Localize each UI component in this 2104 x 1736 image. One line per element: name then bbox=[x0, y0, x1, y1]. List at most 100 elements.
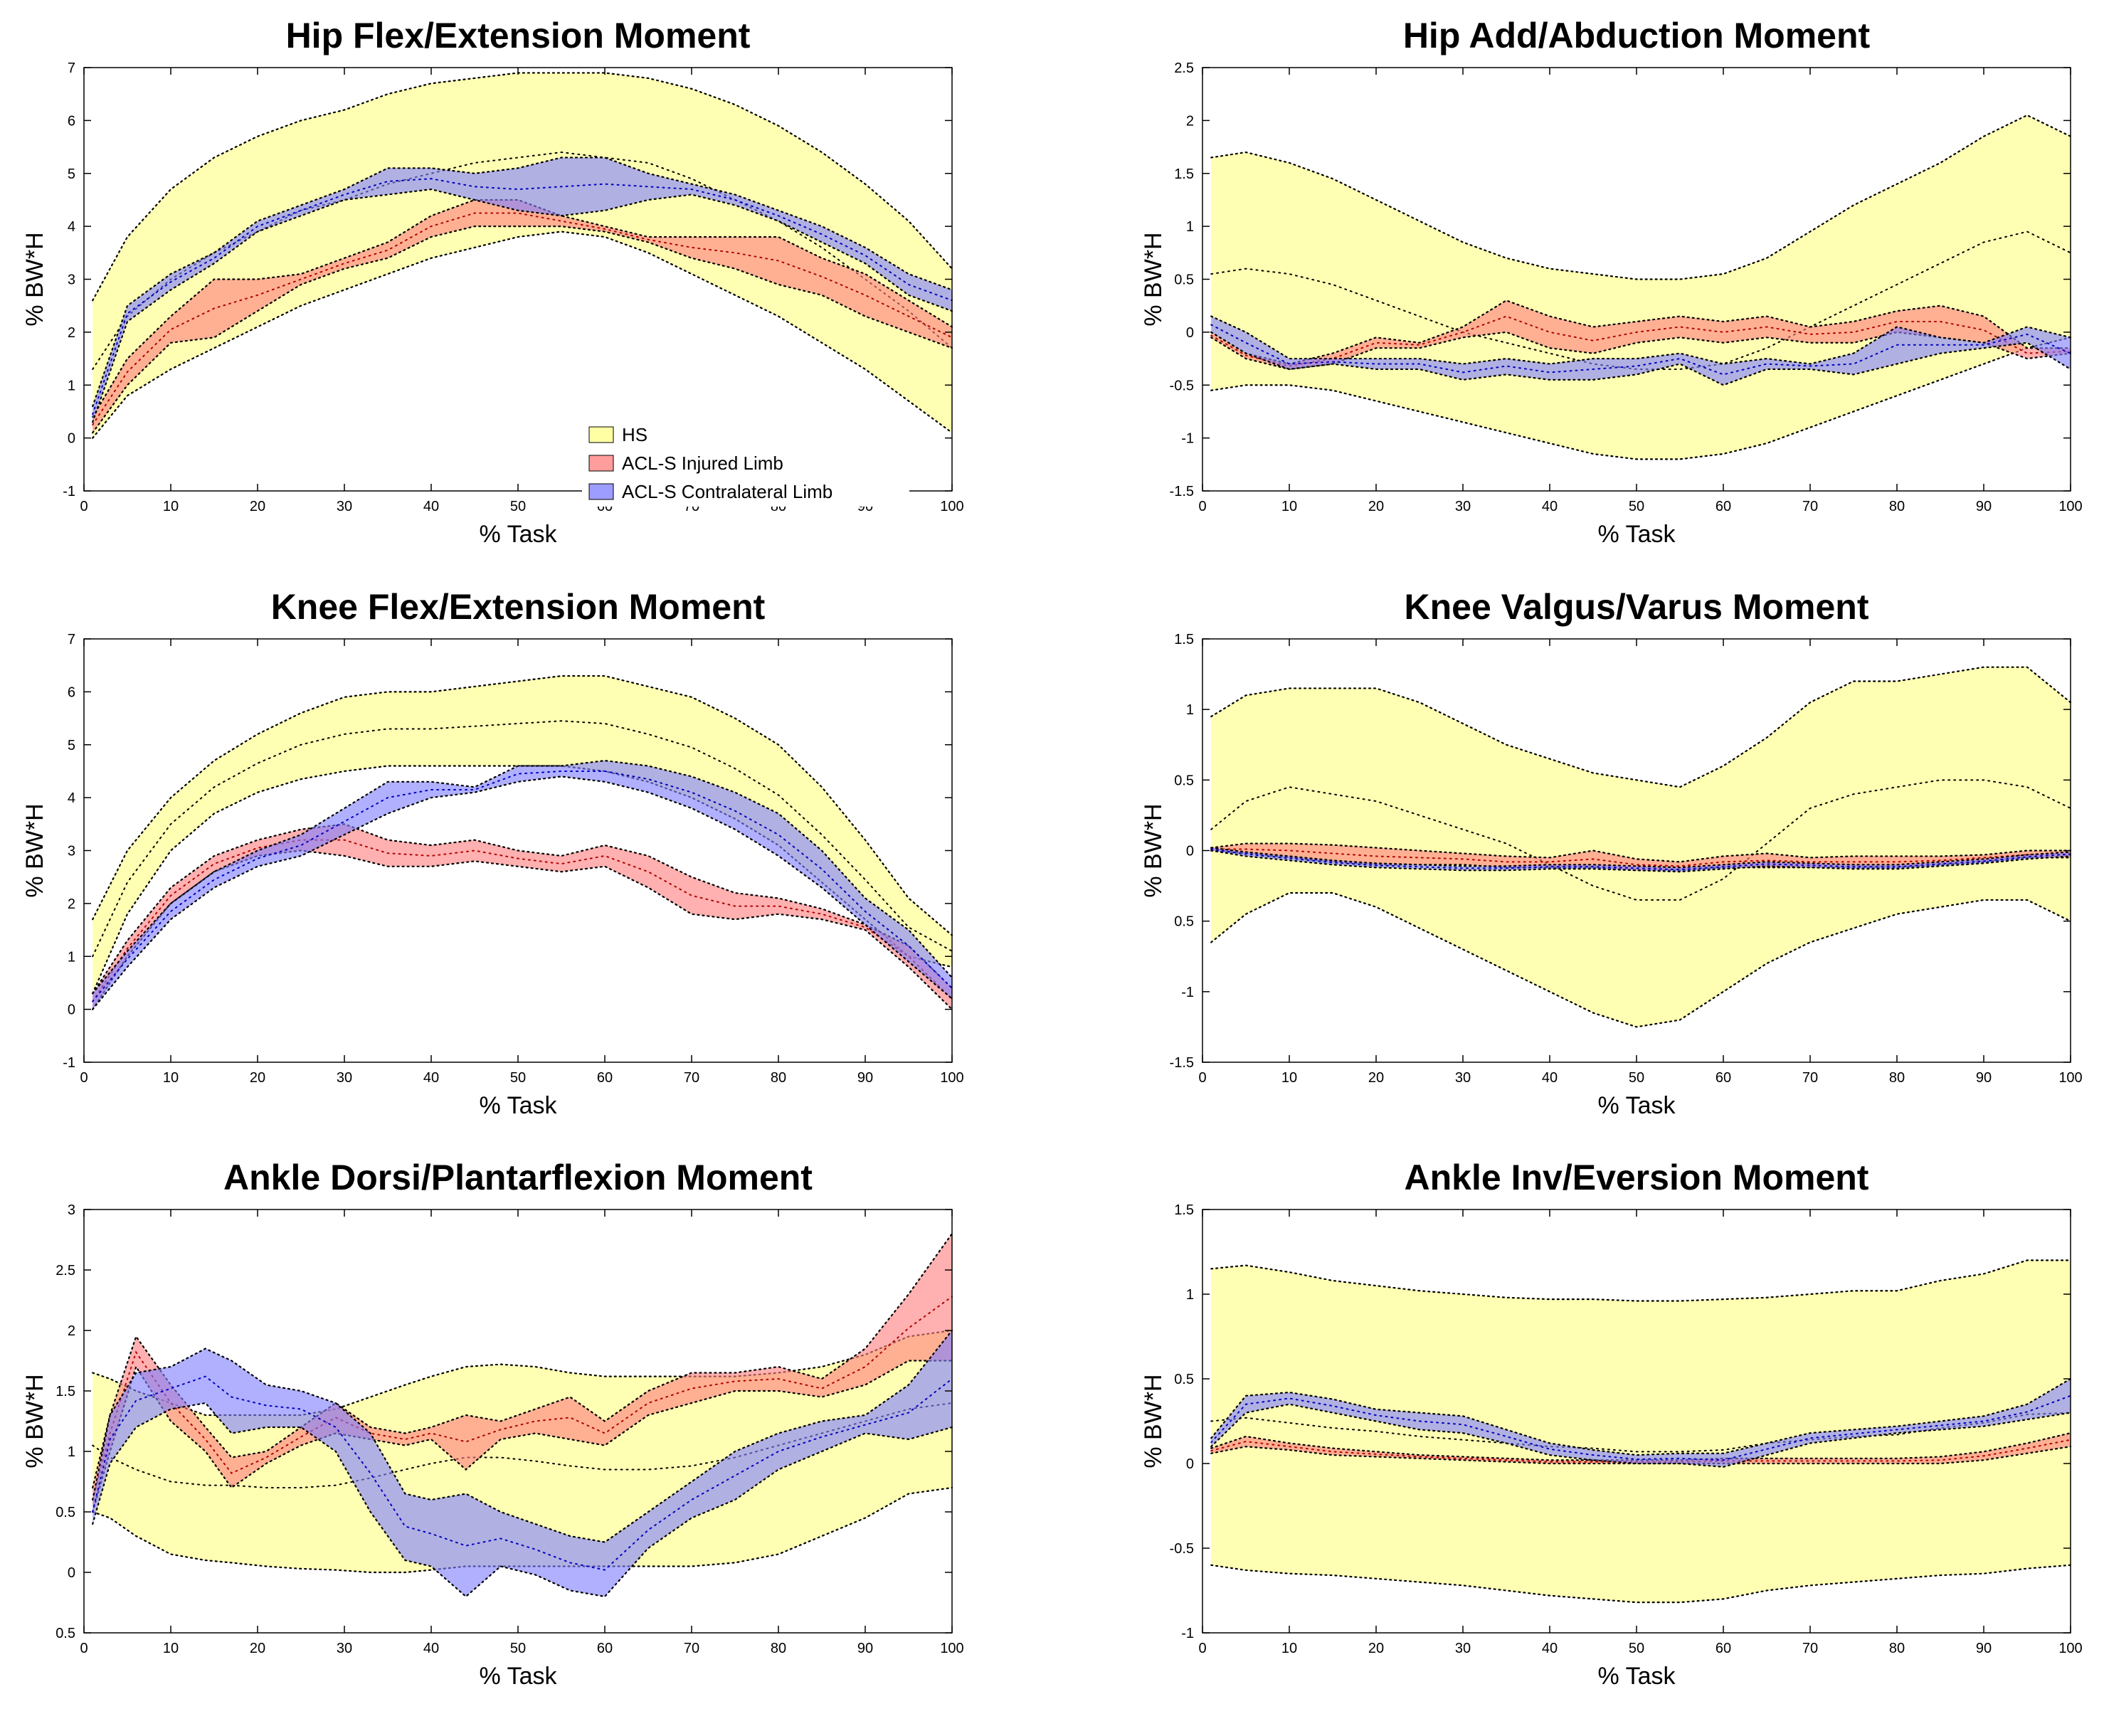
x-tick-label: 50 bbox=[1629, 499, 1644, 514]
hs-band bbox=[92, 73, 953, 438]
y-tick-label: 0.5 bbox=[1174, 773, 1194, 788]
con-lower-bound bbox=[1210, 1403, 2072, 1468]
inj-lower-bound bbox=[92, 226, 953, 434]
x-tick-label: 40 bbox=[1542, 1070, 1558, 1086]
y-tick-label: 0.5 bbox=[55, 1505, 75, 1520]
x-tick-label: 80 bbox=[771, 1070, 786, 1086]
y-tick-label: 0 bbox=[1186, 844, 1194, 859]
inj-mean-line bbox=[92, 839, 953, 1002]
y-axis-label: % BW*H bbox=[1140, 232, 1167, 326]
hs-mean-line bbox=[92, 720, 953, 958]
hs-lower-bound bbox=[1210, 1564, 2072, 1604]
x-tick-label: 50 bbox=[510, 1070, 526, 1086]
x-tick-label: 60 bbox=[1716, 1641, 1731, 1656]
y-tick-label: 3 bbox=[68, 844, 75, 859]
inj-band bbox=[1211, 1433, 2071, 1464]
legend-swatch-con bbox=[588, 483, 614, 500]
x-tick-label: 10 bbox=[1281, 1641, 1297, 1656]
y-tick-label: 0.5 bbox=[1174, 914, 1194, 930]
y-tick-label: 3 bbox=[68, 272, 75, 288]
x-tick-label: 30 bbox=[1455, 1070, 1471, 1086]
x-tick-label: 80 bbox=[1889, 499, 1905, 514]
inj-upper-bound bbox=[92, 199, 953, 418]
legend-swatch-hs bbox=[588, 426, 614, 443]
x-tick-label: 50 bbox=[1629, 1070, 1644, 1086]
hs-band bbox=[1211, 667, 2071, 1027]
y-tick-label: 1.5 bbox=[1174, 1202, 1194, 1218]
x-axis-label: % Task bbox=[480, 521, 558, 548]
y-tick-label: 1 bbox=[1186, 1287, 1194, 1303]
y-tick-label: 0 bbox=[1186, 1456, 1194, 1472]
x-tick-label: 20 bbox=[1368, 1641, 1384, 1656]
con-lower-bound bbox=[92, 776, 953, 1010]
y-tick-label: 7 bbox=[68, 60, 75, 76]
hs-upper-bound bbox=[1210, 666, 2072, 788]
x-tick-label: 70 bbox=[684, 1070, 699, 1086]
con-upper-bound bbox=[92, 1329, 953, 1543]
x-tick-label: 10 bbox=[163, 1641, 179, 1656]
x-tick-label: 100 bbox=[940, 1070, 963, 1086]
con-mean-line bbox=[92, 1375, 953, 1571]
x-tick-label: 10 bbox=[163, 499, 179, 514]
legend-label-inj: ACL-S Injured Limb bbox=[622, 452, 783, 474]
x-tick-label: 90 bbox=[1976, 1641, 1992, 1656]
y-tick-label: 2 bbox=[68, 325, 75, 341]
x-tick-label: 30 bbox=[337, 1641, 352, 1656]
con-band bbox=[1211, 316, 2071, 386]
inj-band bbox=[92, 199, 953, 433]
x-tick-label: 60 bbox=[1716, 499, 1731, 514]
legend-label-con: ACL-S Contralateral Limb bbox=[622, 481, 832, 502]
y-tick-label: 2 bbox=[68, 1323, 75, 1339]
x-tick-label: 70 bbox=[1802, 1641, 1818, 1656]
y-tick-label: 0.5 bbox=[55, 1626, 75, 1641]
y-tick-label: 2.5 bbox=[1174, 60, 1194, 76]
inj-upper-bound bbox=[1210, 842, 2072, 863]
x-tick-label: 60 bbox=[1716, 1070, 1731, 1086]
x-tick-label: 30 bbox=[1455, 499, 1471, 514]
y-tick-label: 0 bbox=[68, 431, 75, 447]
x-tick-label: 70 bbox=[1802, 499, 1818, 514]
y-axis-label: % BW*H bbox=[21, 232, 48, 326]
y-tick-label: 1 bbox=[1186, 702, 1194, 718]
y-tick-label: 0 bbox=[68, 1002, 75, 1018]
panel-title: Ankle Dorsi/Plantarflexion Moment bbox=[223, 1158, 813, 1197]
x-tick-label: 40 bbox=[423, 1070, 439, 1086]
legend-swatch-inj bbox=[588, 455, 614, 472]
y-tick-label: 2 bbox=[1186, 113, 1194, 129]
x-tick-label: 80 bbox=[771, 1641, 786, 1656]
con-upper-bound bbox=[92, 759, 953, 995]
y-axis-label: % BW*H bbox=[21, 1374, 48, 1468]
y-tick-label: 1 bbox=[1186, 219, 1194, 235]
x-axis-label: % Task bbox=[480, 1092, 558, 1119]
y-tick-label: 0 bbox=[1186, 325, 1194, 341]
con-band bbox=[1211, 847, 2071, 872]
x-tick-label: 30 bbox=[1455, 1641, 1471, 1656]
x-tick-label: 90 bbox=[857, 1070, 873, 1086]
inj-band bbox=[92, 1234, 953, 1512]
x-tick-label: 60 bbox=[597, 1641, 613, 1656]
y-tick-label: 6 bbox=[68, 684, 75, 700]
con-upper-bound bbox=[92, 157, 953, 408]
con-lower-bound bbox=[92, 188, 953, 423]
y-axis-label: % BW*H bbox=[1140, 1374, 1167, 1468]
x-tick-label: 100 bbox=[2058, 499, 2082, 514]
x-tick-label: 90 bbox=[1976, 1070, 1992, 1086]
con-lower-bound bbox=[1210, 331, 2072, 386]
panel-hip-flex-ext: Hip Flex/Extension Moment010203040506070… bbox=[21, 16, 964, 548]
x-tick-label: 0 bbox=[80, 1070, 88, 1086]
y-tick-label: 5 bbox=[68, 738, 75, 753]
y-tick-label: 6 bbox=[68, 113, 75, 129]
x-tick-label: 20 bbox=[250, 1070, 265, 1086]
y-tick-label: -1.5 bbox=[1170, 484, 1194, 499]
x-tick-label: 0 bbox=[80, 1641, 88, 1656]
y-tick-label: -1 bbox=[63, 484, 75, 499]
x-tick-label: 60 bbox=[597, 1070, 613, 1086]
hs-lower-bound bbox=[1210, 337, 2072, 460]
y-tick-label: 0.5 bbox=[1174, 1372, 1194, 1387]
x-tick-label: 0 bbox=[1198, 499, 1206, 514]
con-mean-line bbox=[1210, 848, 2071, 871]
y-tick-label: -1 bbox=[1181, 431, 1194, 447]
panel-title: Knee Valgus/Varus Moment bbox=[1405, 587, 1869, 627]
